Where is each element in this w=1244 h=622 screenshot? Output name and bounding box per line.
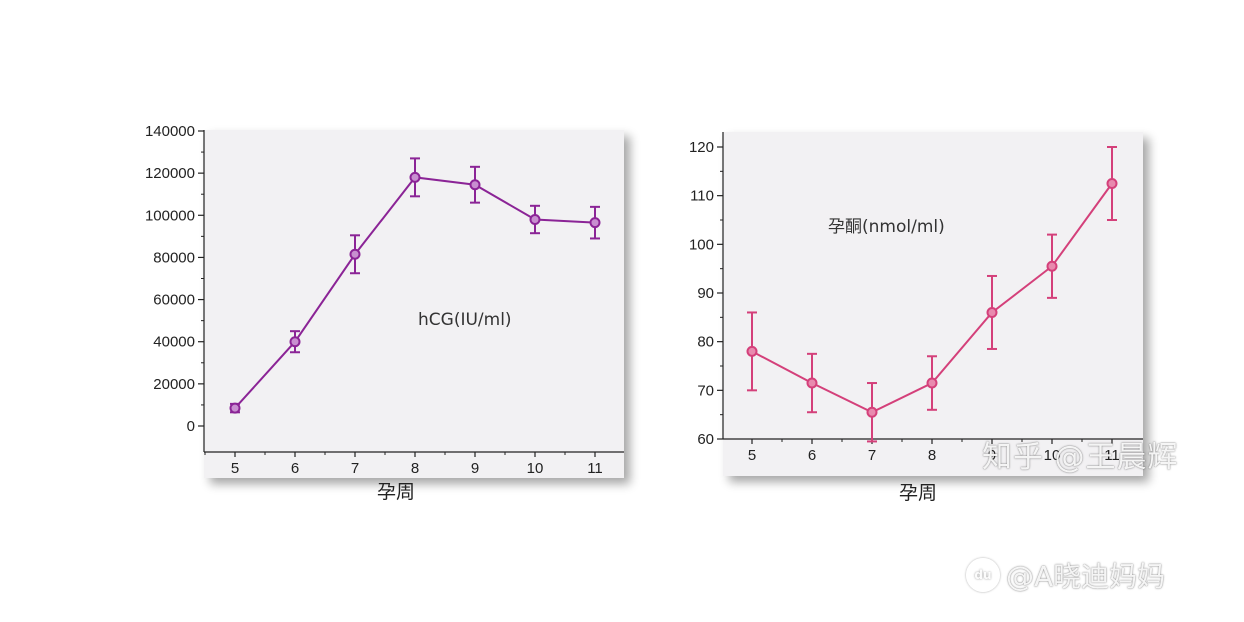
hcg-data-point <box>289 336 301 348</box>
hcg-x-tick-label: 6 <box>291 460 299 477</box>
author-watermark: du @A晓迪妈妈 <box>966 555 1165 595</box>
progesterone-data-point <box>866 406 878 418</box>
hcg-y-tick-label: 80000 <box>153 249 195 266</box>
hcg-y-tick-label: 140000 <box>145 123 195 140</box>
hcg-x-axis: 5 6 7 8 9 10 11 <box>204 451 624 477</box>
hcg-y-tick-label: 0 <box>187 418 195 435</box>
author-logo-icon: du <box>966 558 1000 592</box>
hcg-data-point <box>529 214 541 225</box>
progesterone-series <box>746 146 1118 443</box>
progesterone-y-tick-label: 90 <box>697 285 714 302</box>
hcg-y-tick-label: 40000 <box>153 334 195 351</box>
progesterone-x-axis: 5 6 7 8 9 10 11 <box>723 438 1143 464</box>
progesterone-x-tick-label: 6 <box>808 447 816 464</box>
progesterone-x-tick-label: 11 <box>1104 447 1120 464</box>
hcg-data-point <box>469 179 481 191</box>
progesterone-data-point <box>1046 260 1058 272</box>
progesterone-x-tick-label: 8 <box>928 447 936 464</box>
progesterone-y-tick-label: 80 <box>697 334 714 351</box>
progesterone-data-point <box>986 306 998 318</box>
hcg-data-point <box>229 402 241 414</box>
hcg-y-tick-label: 120000 <box>145 165 195 182</box>
hcg-x-tick-label: 7 <box>351 460 359 477</box>
hcg-data-point <box>409 171 421 183</box>
progesterone-x-axis-title: 孕周 <box>899 482 937 504</box>
hcg-x-tick-label: 11 <box>587 460 603 477</box>
progesterone-y-tick-label: 70 <box>697 382 714 399</box>
hcg-x-tick-label: 9 <box>471 460 479 477</box>
hcg-x-axis-title: 孕周 <box>377 481 415 503</box>
progesterone-x-tick-label: 9 <box>988 447 996 464</box>
progesterone-y-tick-label: 110 <box>690 188 714 205</box>
hcg-x-tick-label: 10 <box>527 460 544 477</box>
hcg-y-tick-label: 100000 <box>145 207 195 224</box>
progesterone-y-tick-label: 100 <box>689 236 714 253</box>
author-watermark-text: @A晓迪妈妈 <box>1006 560 1166 593</box>
hcg-data-point <box>349 248 361 260</box>
progesterone-data-point <box>746 345 758 357</box>
hcg-y-tick-label: 20000 <box>153 376 195 393</box>
progesterone-data-point <box>926 377 938 389</box>
progesterone-chart-panel <box>723 132 1143 476</box>
hcg-chart: 020000400006000080000100000120000140000 … <box>145 123 624 503</box>
progesterone-x-tick-label: 5 <box>748 447 756 464</box>
progesterone-x-tick-label: 10 <box>1044 447 1061 464</box>
progesterone-y-axis: 60 70 80 90 100 110 120 <box>689 132 724 448</box>
hcg-series-label: hCG(IU/ml) <box>418 310 512 330</box>
hcg-x-tick-label: 8 <box>411 460 419 477</box>
zhihu-watermark: 知乎 @王晨辉 <box>982 440 1179 475</box>
hcg-x-tick-label: 5 <box>231 460 239 477</box>
hcg-data-point <box>589 217 601 229</box>
progesterone-series-label: 孕酮(nmol/ml) <box>828 217 945 237</box>
progesterone-x-tick-label: 7 <box>868 447 876 464</box>
progesterone-y-tick-label: 120 <box>689 139 714 156</box>
hcg-series <box>229 157 601 414</box>
progesterone-y-tick-label: 60 <box>697 431 714 448</box>
hcg-y-axis: 0 20000 40000 60000 80000 100000 120000 140000 <box>145 123 205 452</box>
progesterone-data-point <box>1106 178 1118 189</box>
progesterone-data-point <box>806 377 818 389</box>
hcg-y-tick-label: 60000 <box>153 292 195 309</box>
